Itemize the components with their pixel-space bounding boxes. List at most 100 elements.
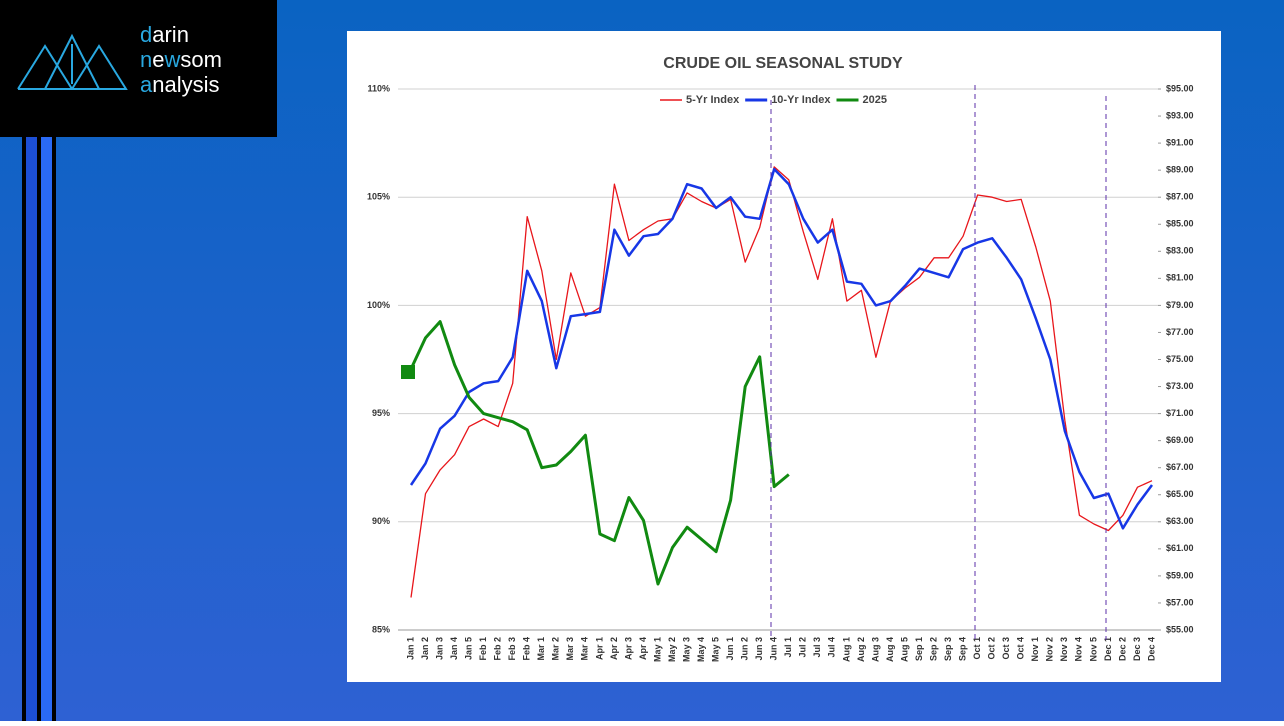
x-tick-label: Apr 3 [623, 637, 633, 660]
logo-line: newsom [140, 47, 222, 72]
y2-tick-label: $65.00 [1166, 489, 1194, 499]
stripe [22, 0, 26, 721]
x-tick-label: May 5 [710, 637, 720, 662]
x-tick-label: Dec 3 [1132, 637, 1142, 661]
series-line [409, 320, 790, 586]
y2-tick-label: $67.00 [1166, 462, 1194, 472]
logo-segment: e [152, 47, 164, 72]
x-tick-label: Nov 5 [1088, 637, 1098, 662]
x-tick-label: Oct 2 [987, 637, 997, 660]
x-tick-label: Nov 2 [1045, 637, 1055, 662]
x-tick-label: Oct 4 [1016, 637, 1026, 660]
stripe [37, 0, 41, 721]
y2-tick-label: $55.00 [1166, 624, 1194, 634]
x-tick-label: Apr 2 [609, 637, 619, 660]
x-tick-label: Feb 1 [478, 637, 488, 661]
x-tick-label: Jan 3 [434, 637, 444, 660]
x-tick-label: Mar 4 [580, 637, 590, 661]
x-tick-label: Aug 5 [899, 637, 909, 662]
y2-tick-label: $73.00 [1166, 381, 1194, 391]
y-tick-label: 110% [367, 83, 390, 93]
x-tick-label: Feb 3 [507, 637, 517, 661]
x-tick-label: May 2 [667, 637, 677, 662]
y2-tick-label: $87.00 [1166, 192, 1194, 202]
x-tick-label: Jul 4 [827, 637, 837, 658]
x-tick-label: Jan 2 [420, 637, 430, 660]
y2-tick-label: $77.00 [1166, 327, 1194, 337]
x-tick-label: Mar 2 [551, 637, 561, 661]
x-tick-label: Sep 1 [914, 637, 924, 661]
legend-label: 10-Yr Index [771, 94, 831, 106]
y2-tick-label: $91.00 [1166, 137, 1194, 147]
chart-panel [347, 31, 1221, 682]
y2-tick-label: $69.00 [1166, 435, 1194, 445]
x-tick-label: Jul 1 [783, 637, 793, 658]
x-tick-label: Aug 4 [885, 637, 895, 662]
logo-mark [17, 33, 128, 90]
x-tick-label: Jan 5 [463, 637, 473, 660]
x-tick-label: Jun 2 [740, 637, 750, 661]
x-tick-label: May 4 [696, 637, 706, 662]
y2-tick-label: $85.00 [1166, 219, 1194, 229]
chart-title: CRUDE OIL SEASONAL STUDY [663, 55, 903, 72]
logo-segment: d [140, 22, 152, 47]
x-tick-label: Jun 4 [769, 637, 779, 661]
logo-line: analysis [140, 72, 220, 97]
x-tick-label: Nov 1 [1030, 637, 1040, 662]
x-tick-label: Apr 1 [594, 637, 604, 660]
x-tick-label: Jul 3 [812, 637, 822, 658]
y2-tick-label: $71.00 [1166, 408, 1194, 418]
logo-box [0, 0, 277, 137]
series-line [410, 166, 1153, 598]
x-tick-label: Jan 4 [449, 637, 459, 660]
y2-tick-label: $93.00 [1166, 110, 1194, 120]
x-tick-label: Jul 2 [798, 637, 808, 658]
y2-tick-label: $79.00 [1166, 300, 1194, 310]
x-tick-label: Oct 1 [972, 637, 982, 660]
start-marker [401, 365, 415, 379]
x-tick-label: Mar 1 [536, 637, 546, 661]
x-tick-label: Dec 2 [1117, 637, 1127, 661]
y2-tick-label: $89.00 [1166, 165, 1194, 175]
y-tick-label: 100% [367, 300, 390, 310]
x-tick-label: Aug 1 [841, 637, 851, 662]
logo-segment: a [140, 72, 153, 97]
x-tick-label: Dec 4 [1146, 637, 1156, 661]
y2-tick-label: $95.00 [1166, 83, 1194, 93]
y2-tick-label: $83.00 [1166, 246, 1194, 256]
legend-label: 2025 [863, 94, 887, 106]
x-tick-label: Mar 3 [565, 637, 575, 661]
series-line [409, 167, 1154, 530]
logo-segment: n [140, 47, 152, 72]
logo-segment: nalysis [152, 72, 219, 97]
plot: 85% 90% 95% 100% 105% 110% $55.00 $57.00 $59.00 $… [367, 83, 1194, 662]
y2-tick-label: $63.00 [1166, 516, 1194, 526]
x-tick-label: Dec 1 [1103, 637, 1113, 661]
stripe [52, 0, 56, 721]
y-tick-label: 105% [367, 192, 390, 202]
x-tick-label: Aug 3 [870, 637, 880, 662]
x-tick-label: Jan 1 [405, 637, 415, 660]
y2-tick-label: $57.00 [1166, 597, 1194, 607]
logo-segment: som [180, 47, 222, 72]
y-tick-label: 95% [372, 408, 390, 418]
x-tick-label: Feb 2 [493, 637, 503, 661]
x-tick-label: Jun 3 [754, 637, 764, 661]
x-tick-label: Nov 4 [1074, 637, 1084, 662]
x-tick-label: May 3 [681, 637, 691, 662]
y-tick-label: 85% [372, 624, 390, 634]
stripe [41, 0, 52, 721]
x-tick-label: Nov 3 [1059, 637, 1069, 662]
stripe [26, 0, 37, 721]
x-tick-label: Aug 2 [856, 637, 866, 662]
x-tick-label: Oct 3 [1001, 637, 1011, 660]
x-tick-label: Feb 4 [522, 637, 532, 661]
markers [770, 85, 1107, 640]
y2-tick-label: $59.00 [1166, 570, 1194, 580]
x-tick-label: Sep 3 [943, 637, 953, 661]
y2-tick-label: $75.00 [1166, 354, 1194, 364]
x-tick-label: Sep 4 [957, 637, 967, 661]
logo-line: darin [140, 22, 189, 47]
